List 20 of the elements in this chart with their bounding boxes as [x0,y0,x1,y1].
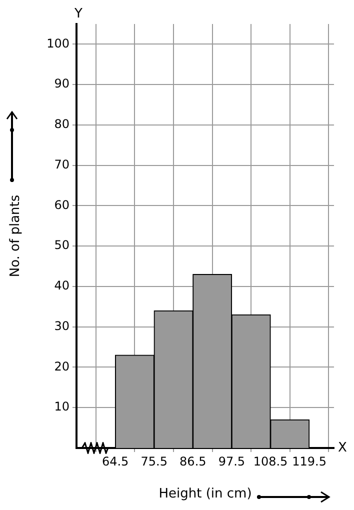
y-tick-label: 50 [54,238,70,252]
x-axis-title: Height (in cm) [158,486,252,502]
x-tick-label: 108.5 [253,454,288,468]
y-tick-label: 90 [54,76,70,91]
x-tick-label: 75.5 [140,454,168,468]
y-tick-label: 70 [54,157,70,172]
x-tick-label: 97.5 [218,454,246,468]
text: Y [74,6,83,22]
x-tick-label: 119.5 [292,454,326,468]
y-tick-label: 100 [46,36,70,50]
y-tick-label: 20 [54,359,70,374]
text: X [338,440,347,456]
y-tick-label: 10 [54,400,70,414]
y-tick-label: 60 [54,198,70,212]
x-tick-label: 64.5 [102,454,129,468]
y-axis-title: No. of plants [8,194,24,278]
y-tick-label: 40 [54,278,70,293]
y-tick-label: 30 [54,318,70,333]
y-tick-label: 80 [54,117,70,132]
x-tick-label: 86.5 [180,454,206,468]
